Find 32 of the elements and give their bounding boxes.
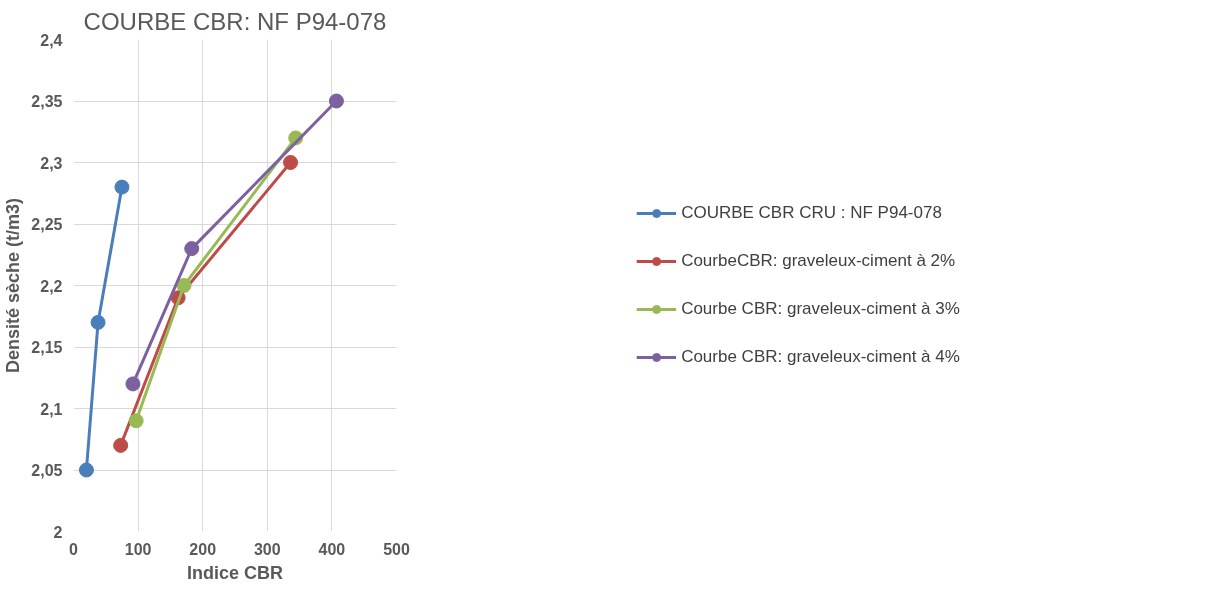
point [113, 437, 129, 453]
point [283, 155, 299, 170]
x-tick-label: 100 [124, 540, 152, 558]
x-tick-label: 0 [69, 540, 79, 558]
x-tick-label: 200 [189, 540, 217, 558]
y-tick-label: 2,2 [40, 277, 63, 295]
y-tick-label: 2,1 [40, 400, 63, 418]
point [128, 413, 144, 429]
point [328, 93, 344, 109]
point [90, 314, 106, 330]
legend-label: CourbeCBR: graveleux-ciment à 2% [681, 251, 956, 271]
point [184, 241, 200, 257]
point [114, 179, 130, 195]
y-tick-label: 2,4 [40, 31, 63, 49]
point [125, 376, 141, 392]
y-tick-label: 2,35 [31, 93, 63, 110]
legend-label: COURBE CBR CRU : NF P94-078 [681, 203, 942, 223]
y-tick-label: 2,3 [40, 154, 63, 172]
x-tick-label: 400 [318, 540, 346, 558]
legend-label: Courbe CBR: graveleux-ciment à 3% [681, 299, 960, 319]
point [78, 462, 94, 478]
y-axis-title: Densité sèche (t/m3) [3, 197, 24, 374]
y-tick-label: 2,05 [31, 462, 63, 479]
y-tick-label: 2,25 [31, 216, 63, 233]
x-axis-title: Indice CBR [186, 562, 284, 583]
x-tick-label: 300 [253, 540, 281, 558]
y-tick-label: 2,15 [31, 339, 63, 356]
y-tick-label: 2 [53, 523, 63, 541]
point [176, 278, 192, 293]
x-tick-label: 500 [383, 540, 410, 558]
legend-label: Courbe CBR: graveleux-ciment à 4% [681, 347, 960, 367]
chart-title: COURBE CBR: NF P94-078 [83, 7, 387, 35]
